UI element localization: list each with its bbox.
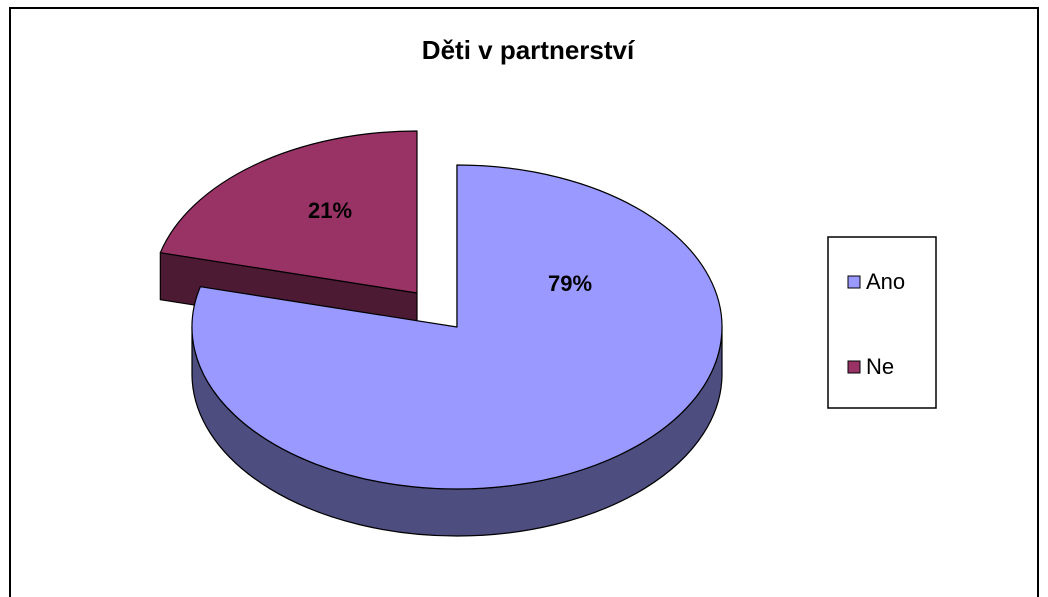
legend-swatch <box>847 275 861 289</box>
slice-top <box>159 130 418 294</box>
legend-swatch <box>847 360 861 374</box>
legend-label: Ne <box>866 354 894 379</box>
data-label: 21% <box>308 198 352 223</box>
legend-box <box>827 236 937 409</box>
data-label: 79% <box>548 271 592 296</box>
pie-slice <box>191 164 723 537</box>
legend-label: Ano <box>866 269 905 294</box>
slice-top <box>191 164 723 490</box>
chart-title: Děti v partnerství <box>422 35 635 65</box>
